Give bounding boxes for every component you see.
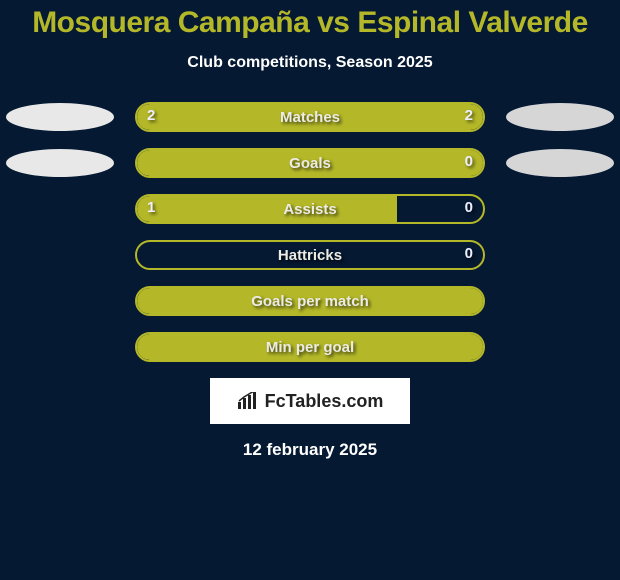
player-left-name: Mosquera Campaña xyxy=(32,6,309,39)
comparison-title: Mosquera Campaña vs Espinal Valverde xyxy=(0,0,620,40)
stat-label: Hattricks xyxy=(137,247,483,264)
vs-text: vs xyxy=(317,6,349,39)
stat-label: Goals xyxy=(137,155,483,172)
fctables-logo[interactable]: FcTables.com xyxy=(210,378,410,424)
date-text: 12 february 2025 xyxy=(0,440,620,460)
stat-row: 0Hattricks xyxy=(0,240,620,270)
stat-row: 0Goals xyxy=(0,148,620,178)
stat-label: Assists xyxy=(137,201,483,218)
stat-bar-track: 0Hattricks xyxy=(135,240,485,270)
stat-bar-track: Goals per match xyxy=(135,286,485,316)
stat-label: Min per goal xyxy=(137,339,483,356)
stat-row: Goals per match xyxy=(0,286,620,316)
stat-row: 22Matches xyxy=(0,102,620,132)
stat-bar-track: 22Matches xyxy=(135,102,485,132)
stat-label: Goals per match xyxy=(137,293,483,310)
bar-chart-icon xyxy=(237,392,259,410)
stat-bar-track: 0Goals xyxy=(135,148,485,178)
subtitle: Club competitions, Season 2025 xyxy=(0,54,620,72)
team-marker-left xyxy=(6,149,114,177)
team-marker-right xyxy=(506,149,614,177)
stat-bar-track: Min per goal xyxy=(135,332,485,362)
stat-bar-track: 10Assists xyxy=(135,194,485,224)
stat-row: Min per goal xyxy=(0,332,620,362)
stat-label: Matches xyxy=(137,109,483,126)
comparison-chart: 22Matches 0Goals 10Assists 0Hattricks Goals … xyxy=(0,102,620,362)
team-marker-left xyxy=(6,103,114,131)
player-right-name: Espinal Valverde xyxy=(357,6,587,39)
team-marker-right xyxy=(506,103,614,131)
logo-text: FcTables.com xyxy=(265,391,384,412)
stat-row: 10Assists xyxy=(0,194,620,224)
